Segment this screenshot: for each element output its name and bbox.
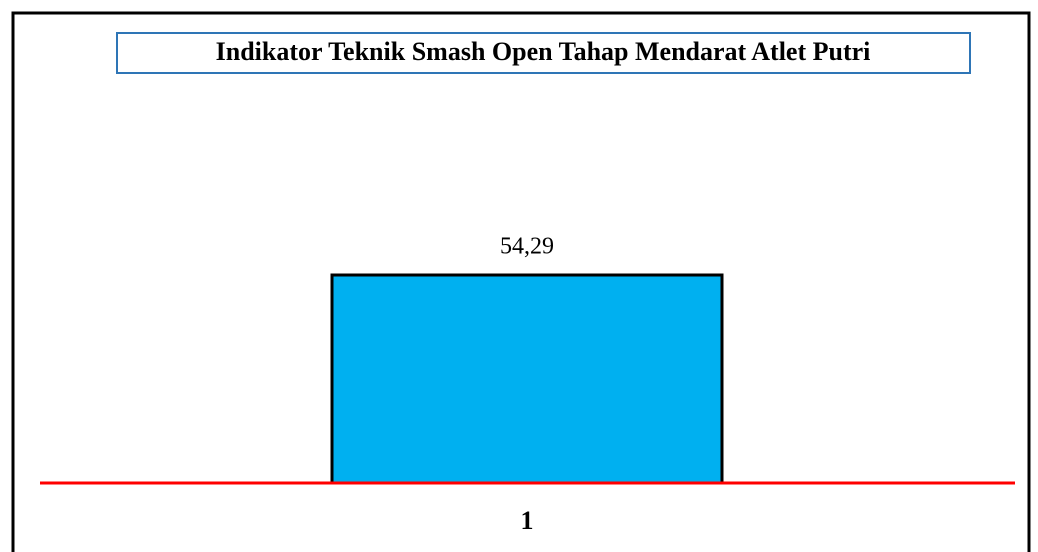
data-label: 54,29 xyxy=(500,234,554,260)
x-tick-label: 1 xyxy=(521,506,534,535)
chart-title: Indikator Teknik Smash Open Tahap Mendar… xyxy=(216,37,871,66)
title-box xyxy=(116,32,971,74)
bar xyxy=(330,273,724,485)
frame xyxy=(11,11,1031,552)
